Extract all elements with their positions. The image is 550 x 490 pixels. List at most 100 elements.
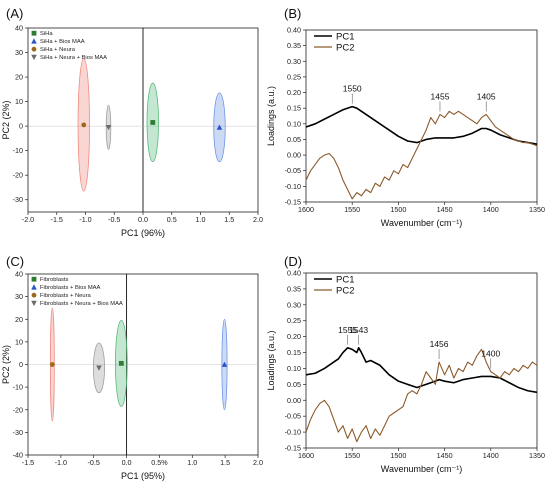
loadings-series-line [305,346,538,394]
x-tick-label: 0.0 [138,215,148,224]
loadings-series-line [305,348,538,443]
y-tick-label: 0 [19,360,23,369]
y-tick-label: 20 [15,73,23,82]
legend-entry-label: Fibroblasts + Bios MAA [40,285,101,291]
x-tick-label: 0.0 [122,458,132,467]
y-tick-label: 0.05 [287,135,301,144]
y-tick-label: 0.15 [287,104,301,113]
panel-letter: (B) [284,6,301,21]
y-tick-label: 10 [15,97,23,106]
legend-entry-label: Fibroblasts + Neura [40,293,92,299]
y-tick-label: -0.05 [285,166,301,175]
x-tick-label: 1.0 [187,458,197,467]
y-tick-label: 10 [15,337,23,346]
legend-entry-label: PC1 [336,31,354,42]
y-tick-label: -0.10 [285,428,301,437]
y-tick-label: 20 [15,315,23,324]
x-tick-label: -2.0 [22,215,34,224]
x-tick-label: 1.5 [220,458,230,467]
x-axis-label: Wavenumber (cm⁻¹) [381,464,462,474]
x-tick-label: 1500 [390,451,406,460]
y-tick-label: 0.35 [287,284,301,293]
legend-entry-label: PC1 [336,274,354,285]
panel-1-loadings-line: 1600 1550 1500 1450 1400 1350 -0.15 -0.10 -0.05 0… [266,6,545,228]
x-tick-label: 0.5 [167,215,177,224]
group-centroid-point [49,362,55,367]
legend-entry-label: SiHa [40,31,53,37]
x-tick-label: 1400 [483,451,499,460]
legend-marker [31,284,37,290]
group-centroid-point [105,124,112,131]
legend-marker [31,300,37,307]
legend-marker [31,46,37,52]
legend-entry-label: PC2 [336,42,354,53]
y-tick-label: -20 [13,171,23,180]
y-tick-label: 40 [15,24,23,33]
y-tick-label: 0.40 [287,26,301,35]
x-tick-label: 1400 [483,205,499,214]
panel-letter: (C) [6,254,24,269]
x-tick-label: 1450 [437,205,453,214]
x-tick-label: 2.0 [253,215,263,224]
y-tick-label: 0.40 [287,269,301,278]
y-tick-label: -30 [13,428,23,437]
peak-annotation-label: 1405 [477,91,496,101]
x-tick-label: 0.5% [151,458,168,467]
plot-frame [305,29,538,203]
panel-0-pca-scatter: -2.0 -1.5 -1.0 -0.5 0.0 0.5 1.0 1.5 2.0 -30 -20 -10… [1,6,263,238]
y-tick-label: 0.25 [287,72,301,81]
legend-entry-label: SiHa + Neura + Bios MAA [40,55,107,61]
y-tick-label: -40 [13,451,23,460]
x-tick-label: 1350 [529,205,545,214]
x-tick-label: 1.0 [196,215,206,224]
y-tick-label: -0.15 [285,198,301,207]
y-tick-label: 0.25 [287,316,301,325]
x-tick-label: 1550 [344,451,360,460]
y-tick-label: -20 [13,405,23,414]
x-tick-label: -1.5 [22,458,34,467]
legend-entry-label: Fibroblasts + Neura + Bios MAA [40,301,123,307]
plot-frame [305,272,538,449]
x-axis-label: PC1 (96%) [121,228,165,238]
x-tick-label: -1.0 [79,215,91,224]
y-tick-label: 0.10 [287,119,301,128]
y-tick-label: 30 [15,292,23,301]
y-tick-label: 30 [15,48,23,57]
y-tick-label: -0.10 [285,182,301,191]
x-tick-label: 1450 [437,451,453,460]
x-axis-label: PC1 (95%) [121,471,165,481]
y-tick-label: 40 [15,270,23,279]
y-tick-label: 0.30 [287,57,301,66]
panel-3-loadings-line: 1600 1550 1500 1450 1400 1350 -0.15 -0.10 -0.05 0… [266,254,545,474]
legend-marker [31,276,37,282]
y-tick-label: 0.00 [287,151,301,160]
y-axis-label: Loadings (a.u.) [266,86,276,146]
loadings-series-line [305,105,538,145]
x-tick-label: 1.5 [224,215,234,224]
x-tick-label: 2.0 [253,458,263,467]
y-axis-label: PC2 (2%) [1,345,11,384]
y-tick-label: 0.20 [287,88,301,97]
y-axis-label: PC2 (2%) [1,100,11,139]
y-tick-label: -30 [13,195,23,204]
y-tick-label: 0.00 [287,396,301,405]
x-tick-label: 1500 [390,205,406,214]
y-tick-label: 0.10 [287,364,301,373]
loadings-series-line [305,110,538,200]
legend-marker [31,292,37,298]
x-tick-label: 1350 [529,451,545,460]
panel-letter: (A) [6,6,23,21]
y-tick-label: -10 [13,146,23,155]
x-tick-label: -0.5 [108,215,120,224]
peak-annotation-label: 1455 [431,91,450,101]
peak-annotation-label: 1543 [349,325,368,335]
x-tick-label: -1.0 [55,458,67,467]
peak-annotation-label: 1550 [343,84,362,94]
group-centroid-point [150,120,156,125]
group-centroid-point [96,365,102,371]
y-tick-label: -10 [13,383,23,392]
peak-annotation-label: 1400 [481,349,500,359]
group-centroid-point [216,124,223,130]
y-tick-label: 0 [19,122,23,131]
